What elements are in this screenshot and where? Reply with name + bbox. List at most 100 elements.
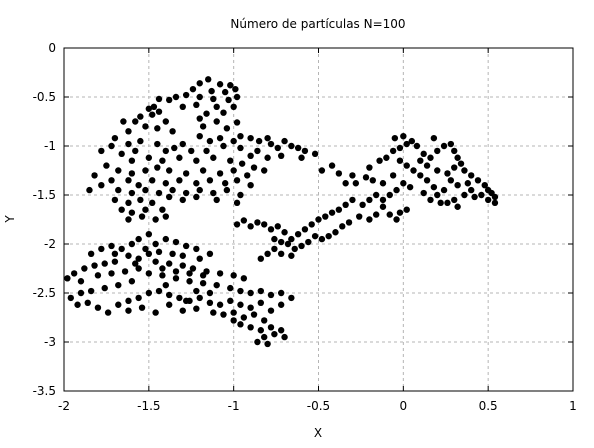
scatter-point [142,186,149,194]
scatter-point [369,177,376,184]
scatter-point [305,238,312,246]
scatter-point [308,221,315,228]
scatter-point [271,235,278,243]
scatter-point [491,193,499,201]
scatter-point [325,232,332,240]
scatter-point [115,186,122,194]
y-tick-label: -1.5 [33,188,56,202]
scatter-point [271,245,278,253]
scatter-point [403,206,410,213]
scatter-point [196,133,203,140]
scatter-point [216,170,224,177]
scatter-point [179,140,186,148]
scatter-point [213,118,220,125]
scatter-point [135,235,142,243]
scatter-point [128,278,136,285]
scatter-point [128,240,136,248]
scatter-point [169,128,176,135]
scatter-point [277,327,285,334]
scatter-point [372,211,380,218]
scatter-point [423,177,431,184]
scatter-point [142,245,149,253]
scatter-point [223,125,231,132]
scatter-point [87,287,95,295]
scatter-point [389,172,397,179]
scatter-point [267,307,275,314]
scatter-point [135,265,142,272]
scatter-point [179,103,186,111]
scatter-point [332,229,339,236]
scatter-point [247,223,254,230]
scatter-point [155,248,163,256]
scatter-point [188,147,195,155]
scatter-point [461,191,468,199]
scatter-point [206,299,214,306]
scatter-point [328,209,336,216]
x-axis-label: X [314,426,322,440]
scatter-point [221,88,229,96]
scatter-point [155,108,163,115]
scatter-point [294,231,302,238]
scatter-point [189,85,197,93]
scatter-point [233,93,241,101]
y-tick-label: -0.5 [33,90,56,104]
scatter-point [203,110,210,117]
scatter-point [171,144,178,152]
scatter-point [237,321,244,328]
scatter-point [196,93,203,101]
scatter-point [440,142,448,150]
scatter-point [182,170,190,177]
scatter-point [247,304,254,311]
scatter-point [101,284,108,292]
scatter-point [227,284,234,292]
scatter-point [247,152,254,159]
scatter-point [111,196,119,204]
scatter-point [115,281,122,289]
scatter-point [408,137,416,145]
scatter-point [193,101,200,109]
y-tick-label: -1 [44,139,56,153]
scatter-point [366,196,373,204]
scatter-point [288,235,295,243]
scatter-point [232,85,239,93]
scatter-point [491,199,499,207]
scatter-point [169,186,176,194]
scatter-point [237,133,244,140]
scatter-point [162,118,169,125]
scatter-point [366,216,373,223]
scatter-point [155,287,163,295]
scatter-point [478,191,485,199]
scatter-point [277,301,285,308]
scatter-point [210,154,217,161]
scatter-point [447,140,455,148]
scatter-point [145,105,153,112]
scatter-point [137,113,144,120]
scatter-point [203,147,210,155]
scatter-point [182,189,190,197]
scatter-point [179,307,186,314]
scatter-point [267,291,275,299]
scatter-point [182,91,190,99]
scatter-point [199,167,207,174]
scatter-points [64,76,499,348]
scatter-point [451,147,458,155]
scatter-point [77,278,85,285]
scatter-point [125,252,132,259]
scatter-point [240,217,248,224]
scatter-point [118,206,125,213]
scatter-point [138,304,146,311]
axis-ticks: -2 -1.5 -1 -0.5 0 0.5 1 0 -0.5 -1 -1.5 -2 -2.5 -3 -3.5 [33,41,577,413]
scatter-point [230,317,237,324]
scatter-point [196,115,203,122]
scatter-point [437,199,444,207]
scatter-point [230,167,237,174]
scatter-point [111,258,119,265]
scatter-point [261,167,268,174]
scatter-point [393,216,400,223]
scatter-point [322,213,329,220]
scatter-point [145,250,153,257]
scatter-point [220,311,227,318]
scatter-point [318,167,326,174]
scatter-point [125,140,132,148]
scatter-point [199,272,207,279]
